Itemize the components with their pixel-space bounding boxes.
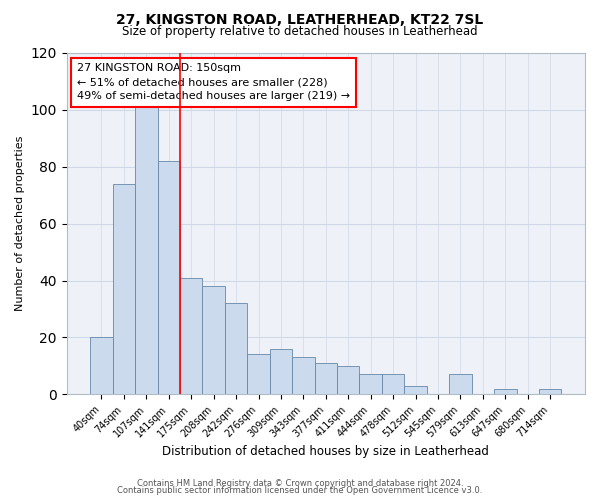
Text: 27, KINGSTON ROAD, LEATHERHEAD, KT22 7SL: 27, KINGSTON ROAD, LEATHERHEAD, KT22 7SL — [116, 12, 484, 26]
Bar — [90, 338, 113, 394]
Text: Contains public sector information licensed under the Open Government Licence v3: Contains public sector information licen… — [118, 486, 482, 495]
Bar — [314, 363, 337, 394]
Bar — [202, 286, 225, 395]
Bar — [359, 374, 382, 394]
Bar — [539, 388, 562, 394]
Bar — [337, 366, 359, 394]
Bar — [247, 354, 270, 395]
Bar — [292, 358, 314, 395]
Bar — [135, 107, 158, 395]
Bar — [404, 386, 427, 394]
Bar — [158, 161, 180, 394]
Bar — [449, 374, 472, 394]
Y-axis label: Number of detached properties: Number of detached properties — [15, 136, 25, 312]
Bar — [270, 349, 292, 395]
Bar — [494, 388, 517, 394]
X-axis label: Distribution of detached houses by size in Leatherhead: Distribution of detached houses by size … — [163, 444, 489, 458]
Bar — [113, 184, 135, 394]
Text: 27 KINGSTON ROAD: 150sqm
← 51% of detached houses are smaller (228)
49% of semi-: 27 KINGSTON ROAD: 150sqm ← 51% of detach… — [77, 63, 350, 101]
Text: Contains HM Land Registry data © Crown copyright and database right 2024.: Contains HM Land Registry data © Crown c… — [137, 478, 463, 488]
Text: Size of property relative to detached houses in Leatherhead: Size of property relative to detached ho… — [122, 25, 478, 38]
Bar — [382, 374, 404, 394]
Bar — [225, 304, 247, 394]
Bar — [180, 278, 202, 394]
